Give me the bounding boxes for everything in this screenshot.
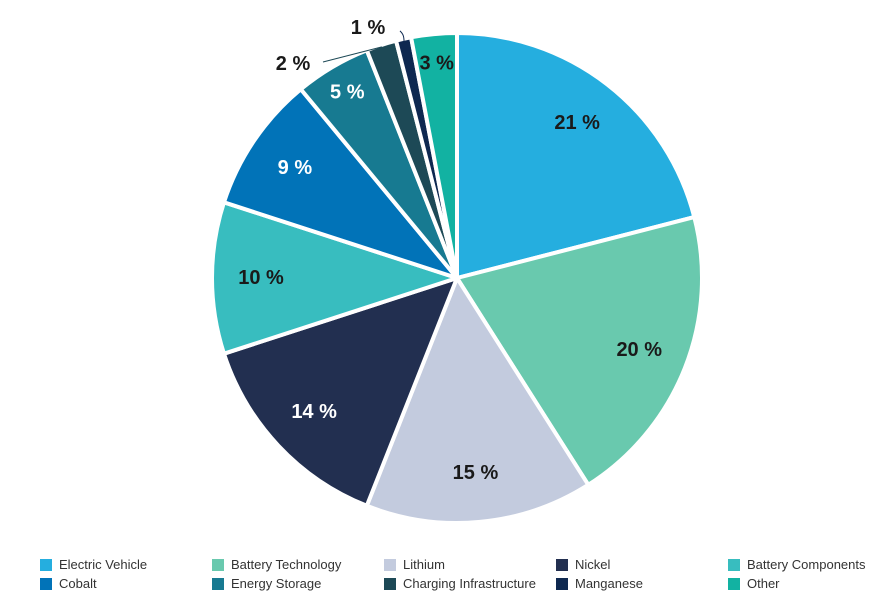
- slice-label-1: 20 %: [616, 339, 662, 361]
- legend-item[interactable]: Energy Storage: [212, 574, 384, 593]
- legend-swatch: [40, 558, 52, 571]
- legend-item[interactable]: Electric Vehicle: [40, 555, 212, 574]
- legend-item[interactable]: Lithium: [384, 555, 556, 574]
- legend-label: Cobalt: [59, 576, 97, 591]
- slice-label-3: 14 %: [291, 401, 337, 423]
- legend-label: Electric Vehicle: [59, 557, 148, 572]
- leader-line-7: [322, 46, 383, 63]
- legend: Electric Vehicle Battery Technology Lithiu…: [40, 555, 870, 595]
- legend-label: Charging Infrastructure: [403, 576, 536, 591]
- legend-swatch: [556, 577, 568, 590]
- legend-label: Manganese: [575, 576, 643, 591]
- legend-item[interactable]: Battery Components: [728, 555, 870, 574]
- legend-label: Lithium: [403, 557, 445, 572]
- legend-label: Nickel: [575, 557, 611, 572]
- pie-slice-4[interactable]: [210, 200, 459, 356]
- legend-item[interactable]: Battery Technology: [212, 555, 384, 574]
- legend-swatch: [384, 558, 396, 571]
- pie-slice-0[interactable]: [455, 31, 697, 280]
- legend-label: Other: [747, 576, 780, 591]
- slice-label-9: 3 %: [419, 52, 454, 74]
- legend-swatch: [40, 577, 52, 590]
- slice-label-8: 1 %: [351, 17, 386, 39]
- legend-swatch: [212, 558, 224, 571]
- pie-slice-1[interactable]: [455, 215, 704, 487]
- slice-label-2: 15 %: [453, 462, 499, 484]
- legend-item[interactable]: Charging Infrastructure: [384, 574, 556, 593]
- legend-item[interactable]: Other: [728, 574, 870, 593]
- legend-swatch: [212, 577, 224, 590]
- pie-slice-5[interactable]: [221, 87, 459, 280]
- slice-label-6: 5 %: [330, 81, 365, 103]
- legend-swatch: [728, 558, 740, 571]
- pie-chart: 21 % 20 % 15 % 14 % 10 % 9 % 5 % 2 % 1 % 3 %: [210, 17, 704, 525]
- legend-swatch: [728, 577, 740, 590]
- legend-swatch: [556, 558, 568, 571]
- legend-label: Battery Components: [747, 557, 866, 572]
- pie-slices: [210, 31, 704, 525]
- legend-item[interactable]: Manganese: [556, 574, 728, 593]
- slice-label-4: 10 %: [238, 267, 284, 289]
- leader-line-8: [399, 30, 405, 41]
- slice-labels: 21 % 20 % 15 % 14 % 10 % 9 % 5 % 2 % 1 % 3 %: [238, 17, 662, 484]
- slice-label-0: 21 %: [554, 112, 600, 134]
- slice-label-5: 9 %: [278, 157, 313, 179]
- pie-slice-2[interactable]: [364, 276, 591, 525]
- legend-label: Battery Technology: [231, 557, 342, 572]
- legend-item[interactable]: Nickel: [556, 555, 728, 574]
- pie-slice-9[interactable]: [409, 31, 459, 280]
- slice-label-7: 2 %: [276, 53, 311, 75]
- legend-label: Energy Storage: [231, 576, 322, 591]
- leader-lines: [322, 30, 405, 63]
- legend-item[interactable]: Cobalt: [40, 574, 212, 593]
- legend-swatch: [384, 577, 396, 590]
